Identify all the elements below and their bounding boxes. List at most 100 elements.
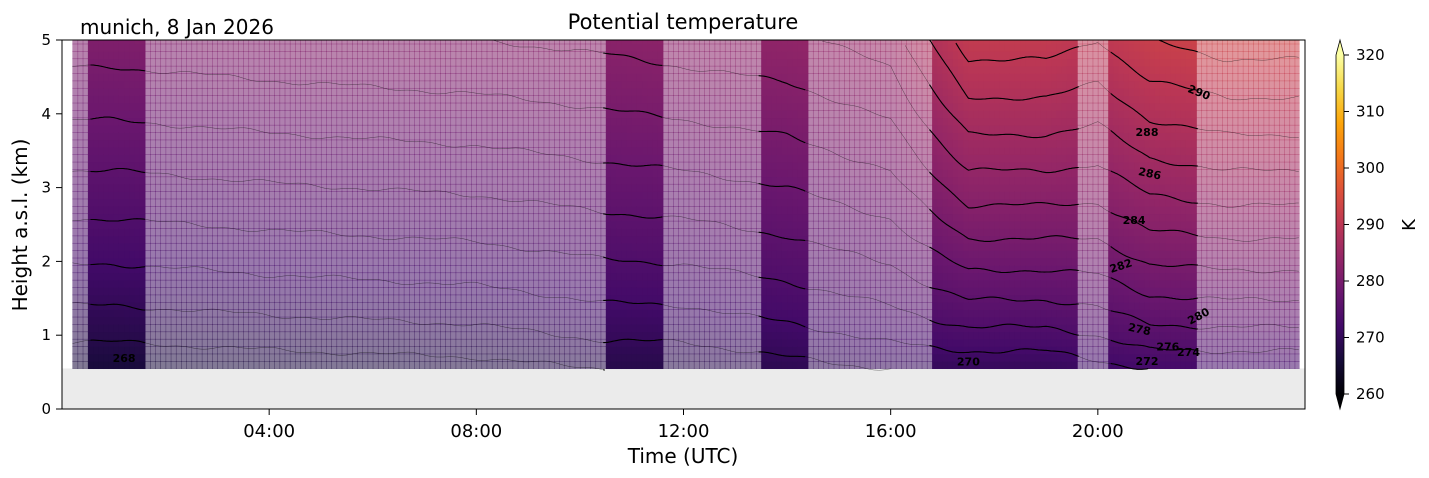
field-cell — [414, 183, 420, 192]
field-cell — [574, 301, 581, 310]
field-cell — [372, 161, 379, 170]
field-cell — [522, 279, 529, 288]
field-cell — [585, 272, 591, 281]
field-cell — [574, 206, 581, 215]
field-cell — [352, 183, 358, 192]
field-cell — [377, 117, 384, 126]
field-cell — [512, 316, 519, 325]
field-cell — [217, 51, 224, 60]
field-cell — [212, 228, 218, 237]
field-cell — [595, 58, 602, 67]
field-cell — [372, 353, 379, 362]
field-cell — [263, 161, 270, 170]
field-cell — [98, 139, 105, 148]
field-cell — [336, 169, 343, 178]
field-cell — [352, 220, 358, 229]
field-cell — [150, 361, 156, 370]
field-cell — [636, 198, 643, 207]
field-cell — [289, 279, 296, 288]
field-cell — [279, 176, 286, 185]
field-cell — [77, 324, 84, 333]
field-cell — [434, 257, 441, 266]
field-cell — [388, 117, 395, 126]
field-cell — [600, 58, 607, 67]
field-cell — [559, 316, 565, 325]
field-cell — [118, 51, 125, 60]
field-cell — [471, 169, 477, 178]
field-cell — [108, 272, 115, 281]
field-cell — [585, 132, 591, 141]
field-cell — [636, 235, 643, 244]
field-cell — [471, 346, 477, 355]
field-cell — [232, 198, 239, 207]
field-cell — [341, 169, 348, 178]
field-cell — [165, 242, 172, 251]
field-cell — [564, 301, 571, 310]
field-cell — [419, 309, 426, 318]
field-cell — [124, 265, 130, 274]
field-cell — [129, 272, 136, 281]
field-cell — [243, 272, 250, 281]
field-cell — [616, 346, 622, 355]
field-cell — [258, 213, 265, 222]
field-cell — [274, 51, 281, 60]
field-cell — [564, 287, 571, 296]
field-cell — [377, 65, 384, 74]
field-cell — [460, 132, 467, 141]
field-cell — [491, 338, 498, 347]
field-cell — [232, 80, 239, 89]
field-cell — [569, 265, 576, 274]
field-cell — [207, 287, 213, 296]
field-cell — [341, 324, 348, 333]
field-cell — [139, 228, 146, 237]
field-cell — [326, 102, 332, 111]
field-cell — [258, 139, 265, 148]
field-cell — [517, 309, 524, 318]
field-cell — [621, 132, 628, 141]
field-cell — [569, 169, 576, 178]
field-cell — [543, 294, 550, 303]
field-cell — [279, 242, 286, 251]
field-cell — [227, 272, 234, 281]
field-cell — [595, 324, 602, 333]
field-cell — [82, 154, 89, 163]
field-cell — [331, 324, 338, 333]
field-cell — [512, 287, 519, 296]
field-cell — [93, 154, 99, 163]
field-cell — [528, 213, 534, 222]
field-cell — [548, 316, 555, 325]
field-cell — [590, 228, 597, 237]
field-cell — [372, 309, 379, 318]
field-cell — [445, 73, 452, 82]
field-cell — [150, 80, 156, 89]
field-cell — [434, 346, 441, 355]
field-cell — [196, 272, 203, 281]
field-cell — [429, 191, 436, 200]
field-cell — [331, 51, 338, 60]
field-cell — [610, 287, 617, 296]
field-cell — [491, 147, 498, 155]
field-cell — [367, 183, 374, 192]
field-cell — [517, 87, 524, 96]
field-cell — [139, 213, 146, 222]
field-cell — [455, 169, 462, 178]
field-cell — [579, 287, 586, 296]
field-cell — [196, 242, 203, 251]
field-cell — [429, 198, 436, 207]
field-cell — [450, 235, 457, 244]
field-cell — [522, 346, 529, 355]
field-cell — [284, 110, 291, 119]
field-cell — [429, 58, 436, 67]
field-cell — [310, 161, 317, 170]
field-cell — [207, 294, 213, 303]
field-cell — [82, 316, 89, 325]
field-cell — [144, 40, 151, 45]
field-cell — [129, 206, 136, 215]
field-cell — [243, 51, 250, 60]
field-cell — [424, 139, 431, 148]
field-cell — [103, 338, 110, 347]
field-cell — [590, 154, 597, 163]
field-cell — [429, 139, 436, 148]
field-cell — [450, 331, 457, 340]
field-cell — [87, 272, 94, 281]
